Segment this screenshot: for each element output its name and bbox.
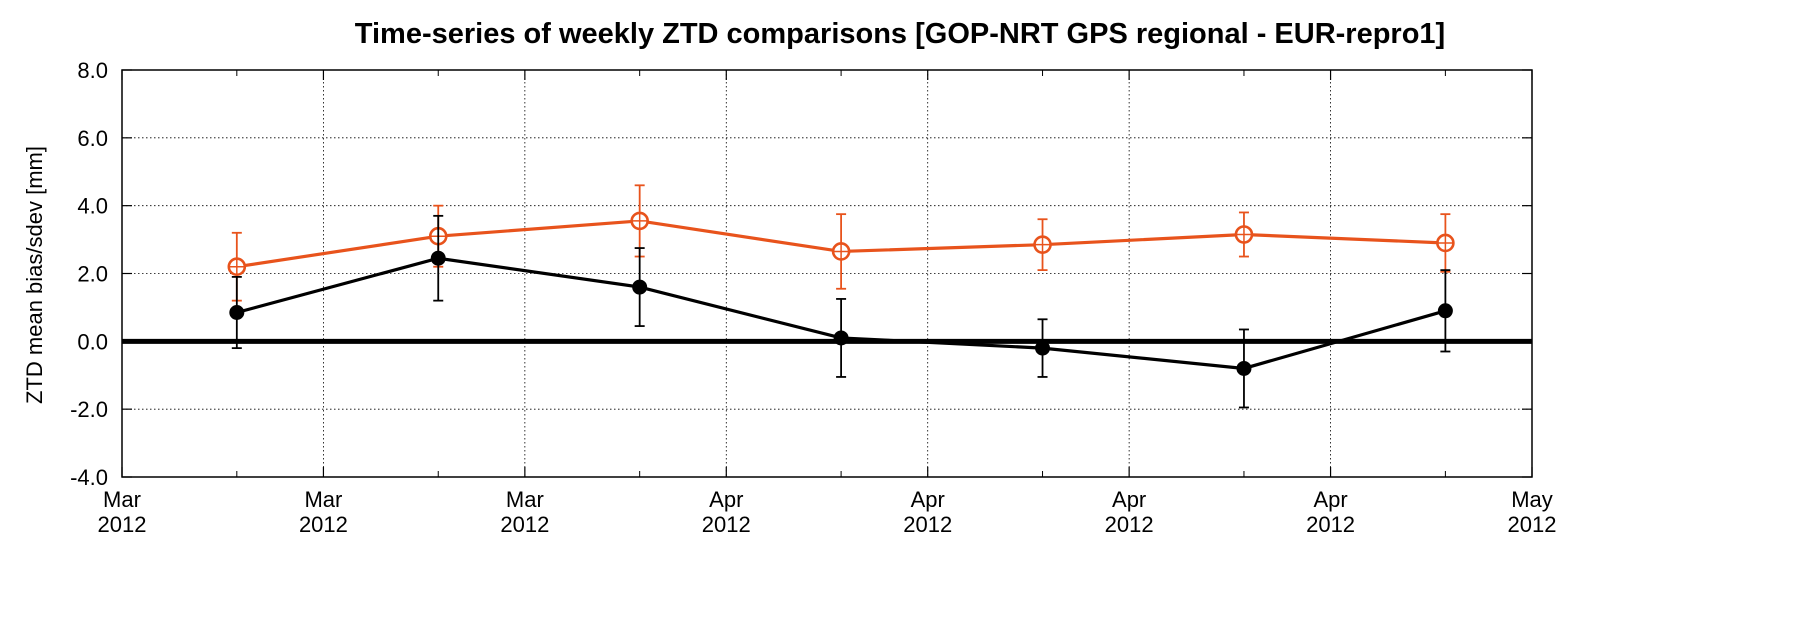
x-tick-label-month: Apr [709,487,743,512]
y-tick-label: 4.0 [77,194,108,219]
tick-labels: 8.06.04.02.00.0-2.0-4.0Mar2012Mar2012Mar… [70,58,1556,537]
x-tick-label-month: Apr [1313,487,1347,512]
data-point [1035,340,1051,356]
data-point [632,279,648,295]
axis-ticks [121,69,1533,478]
y-tick-label: 8.0 [77,58,108,83]
x-tick-label-year: 2012 [299,512,348,537]
y-tick-label: 0.0 [77,329,108,354]
series-layer [227,184,1455,409]
x-tick-label-year: 2012 [500,512,549,537]
x-tick-label-year: 2012 [1508,512,1557,537]
x-tick-label-month: Apr [911,487,945,512]
y-tick-label: 2.0 [77,262,108,287]
x-tick-label-year: 2012 [903,512,952,537]
x-tick-label-month: May [1511,487,1553,512]
x-tick-label-year: 2012 [702,512,751,537]
data-point [1437,303,1453,319]
x-tick-label-month: Apr [1112,487,1146,512]
y-tick-label: 6.0 [77,126,108,151]
y-axis-label: ZTD mean bias/sdev [mm] [22,146,47,404]
data-point [833,330,849,346]
chart-title: Time-series of weekly ZTD comparisons [G… [354,18,1446,50]
x-tick-label-month: Mar [506,487,544,512]
grid-lines [122,70,1532,477]
y-tick-label: -4.0 [70,465,108,490]
data-point [1236,360,1252,376]
data-point [430,250,446,266]
x-tick-label-month: Mar [304,487,342,512]
data-point [229,305,245,321]
x-tick-label-year: 2012 [1306,512,1355,537]
x-tick-label-month: Mar [103,487,141,512]
x-tick-label-year: 2012 [98,512,147,537]
y-tick-label: -2.0 [70,397,108,422]
x-tick-label-year: 2012 [1105,512,1154,537]
